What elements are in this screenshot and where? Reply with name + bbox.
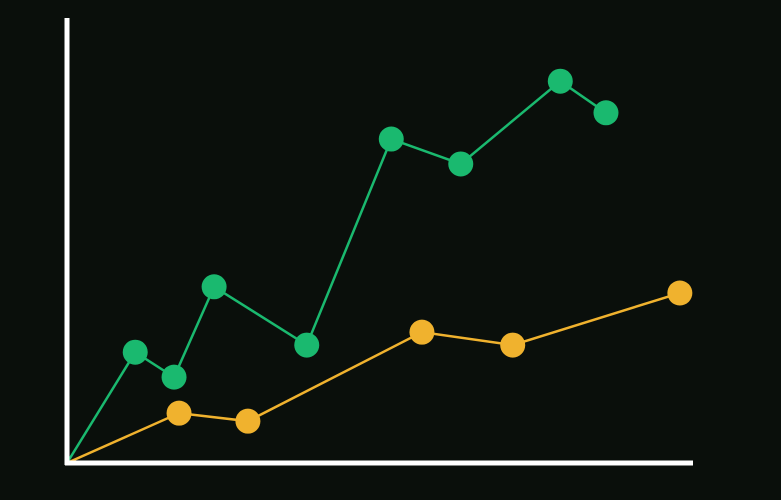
series-2-line bbox=[66, 291, 681, 465]
series-2-point bbox=[235, 408, 261, 434]
series-1 bbox=[65, 68, 619, 464]
series-1-line bbox=[65, 79, 607, 464]
series-1-point bbox=[547, 68, 573, 94]
series-2-point bbox=[667, 280, 693, 306]
series-layer bbox=[65, 68, 693, 465]
series-2-point bbox=[500, 332, 526, 358]
series-1-point bbox=[378, 126, 404, 152]
series-1-point bbox=[448, 151, 474, 177]
series-1-point bbox=[294, 332, 320, 358]
series-2-point bbox=[166, 400, 192, 426]
series-1-point bbox=[161, 364, 187, 390]
series-2-point bbox=[409, 319, 435, 345]
series-1-point bbox=[122, 339, 148, 365]
series-1-point bbox=[201, 274, 227, 300]
series-1-point bbox=[593, 100, 619, 126]
series-2 bbox=[66, 280, 693, 465]
